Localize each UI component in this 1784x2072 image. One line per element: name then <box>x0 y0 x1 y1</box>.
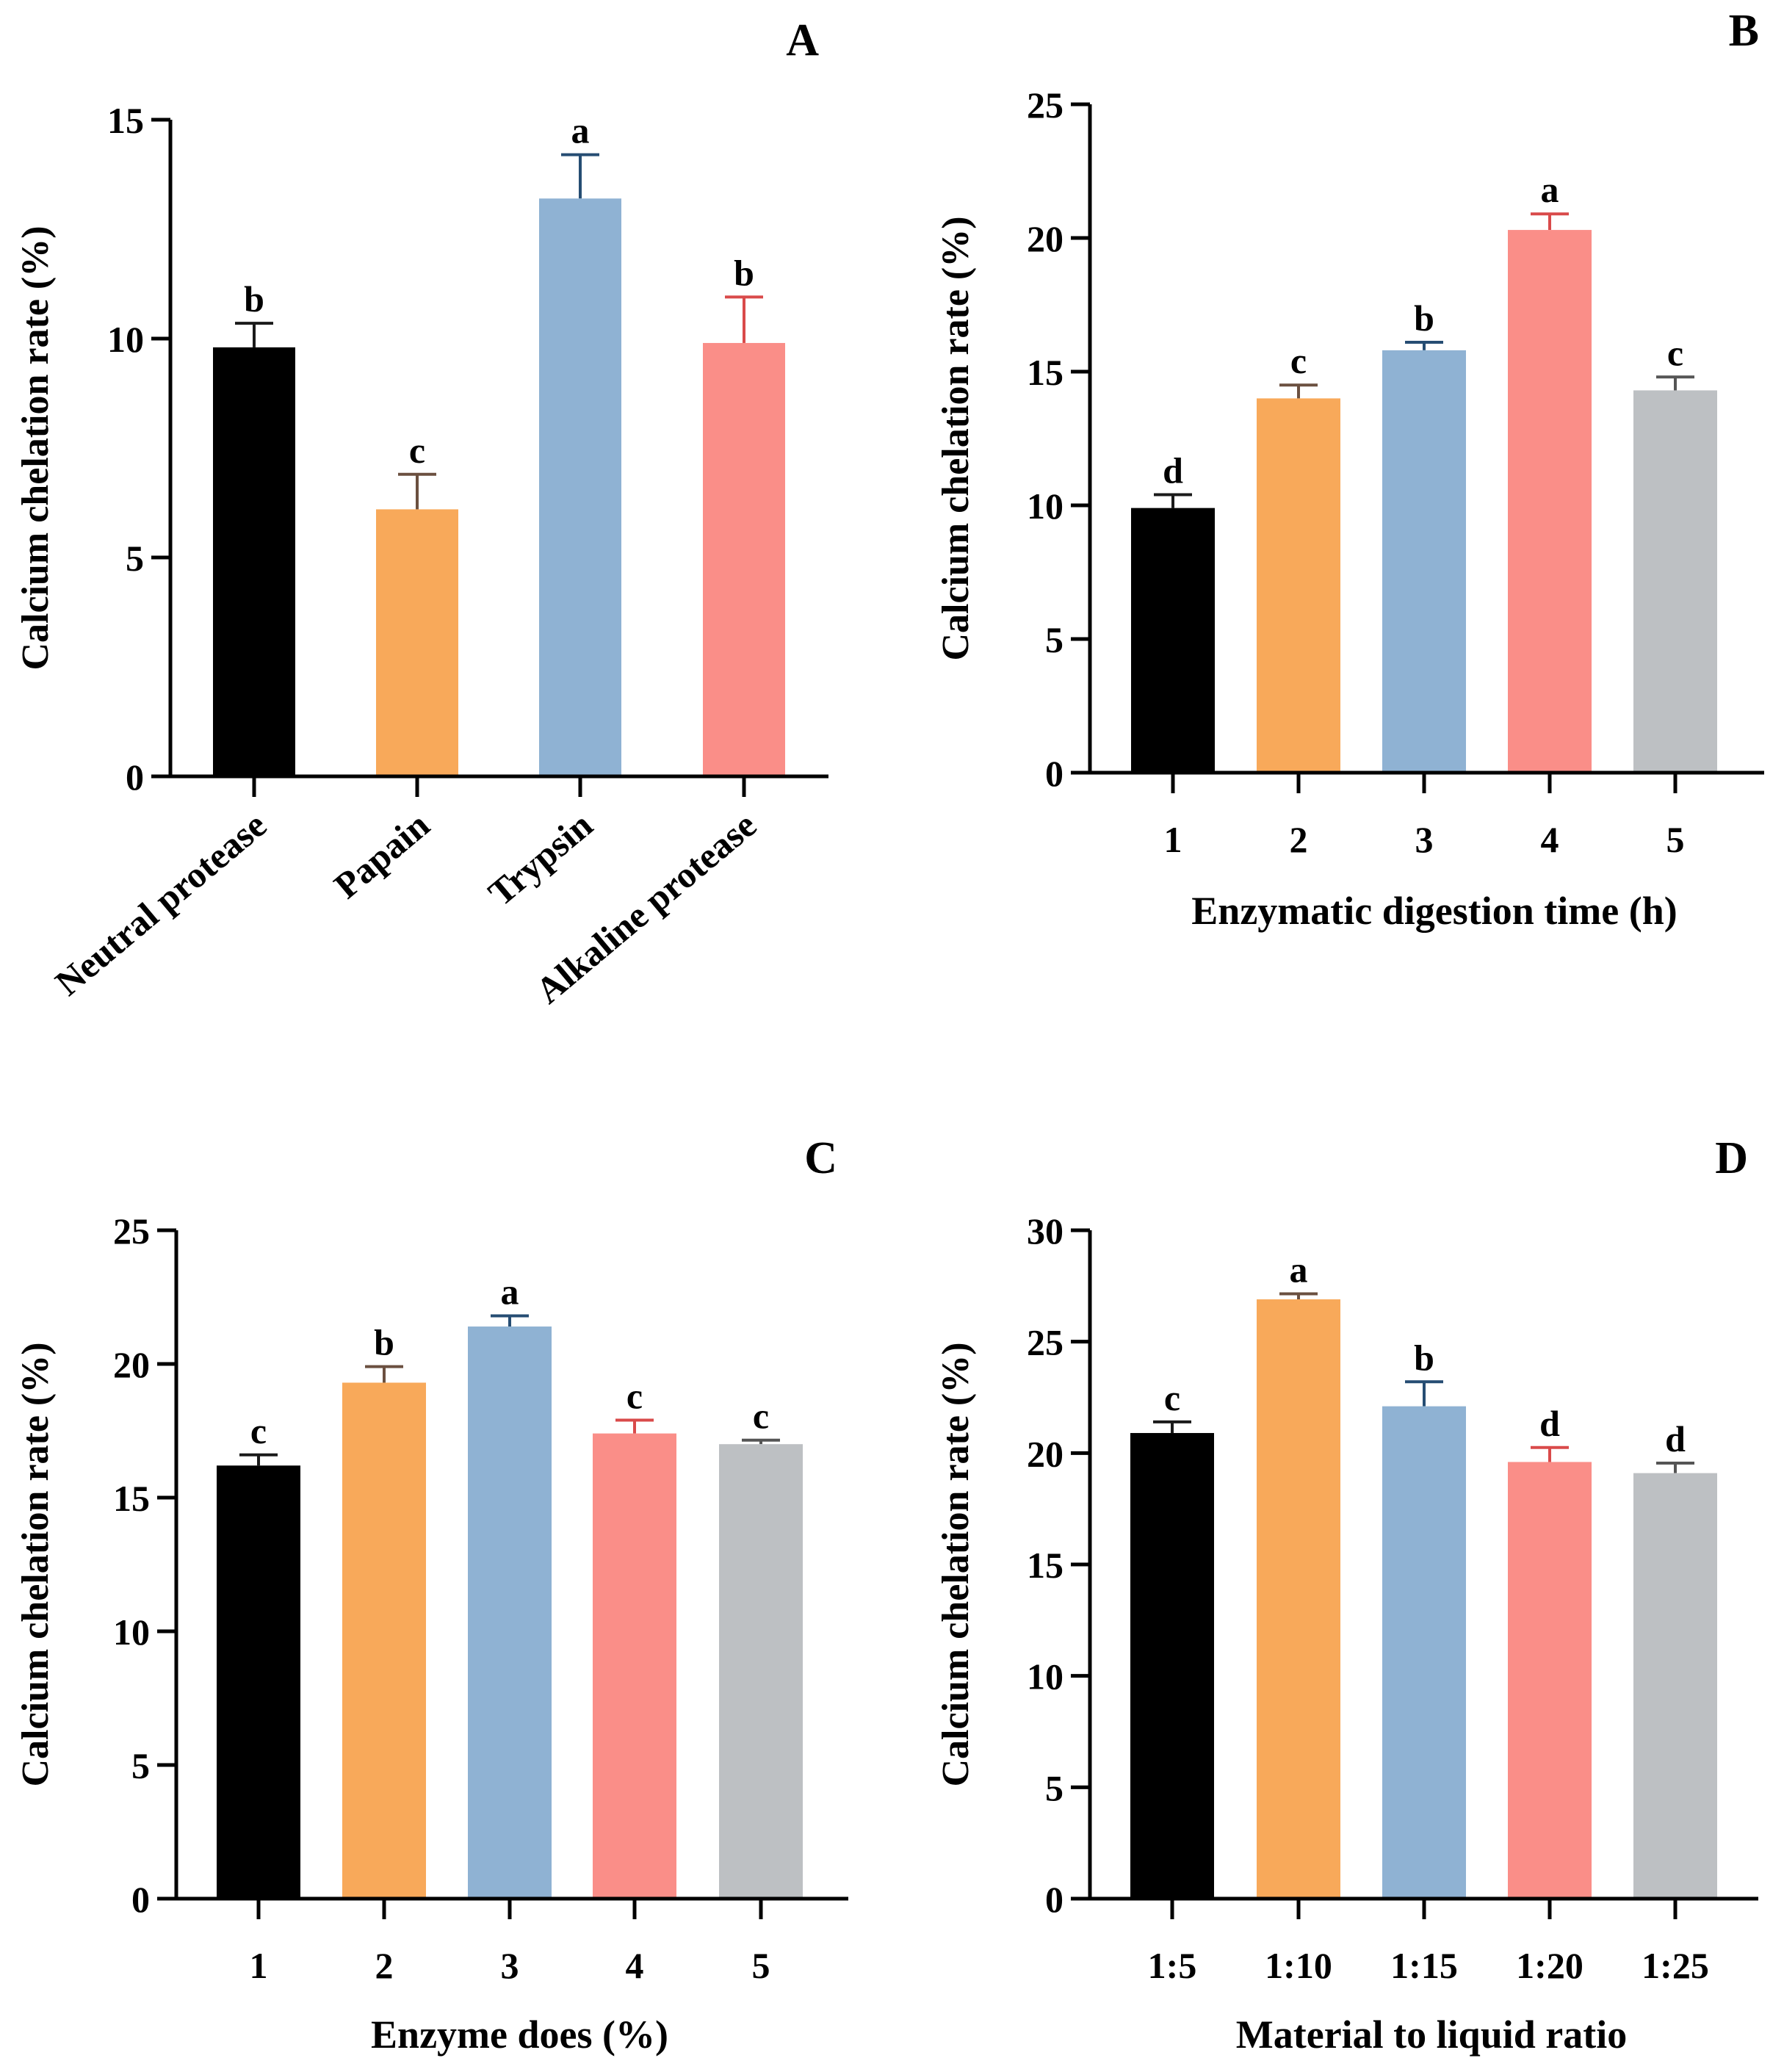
x-tick-label: Neutral protease <box>47 804 274 1004</box>
significance-label: a <box>1541 169 1559 210</box>
panel-letter: B <box>1729 6 1759 56</box>
x-tick-label: 3 <box>501 1945 519 1986</box>
bar <box>1130 1433 1214 1899</box>
bar <box>217 1465 300 1899</box>
significance-label: b <box>244 278 264 320</box>
significance-label: c <box>250 1410 267 1451</box>
x-axis-label: Material to liquid ratio <box>1236 2013 1627 2057</box>
y-axis-label: Calcium chelation rate (%) <box>935 1342 977 1786</box>
bar <box>1508 1462 1592 1899</box>
x-tick-label: Papain <box>326 804 437 906</box>
y-tick-label: 15 <box>1027 1545 1063 1586</box>
y-axis-label: Calcium chelation rate (%) <box>15 1342 57 1786</box>
x-axis-label: Enzyme does (%) <box>371 2013 668 2057</box>
y-axis-label: Calcium chelation rate (%) <box>935 216 977 660</box>
bar <box>376 509 458 776</box>
bar <box>1382 1406 1466 1899</box>
x-tick-label: 5 <box>752 1945 770 1986</box>
significance-label: a <box>1290 1249 1308 1290</box>
x-tick-label: 1:10 <box>1265 1945 1332 1986</box>
x-tick-label: 1 <box>250 1945 268 1986</box>
y-tick-label: 10 <box>1027 485 1063 527</box>
bar <box>593 1433 676 1899</box>
significance-label: b <box>1414 1337 1434 1378</box>
panel-letter: A <box>786 15 819 65</box>
y-tick-label: 0 <box>126 757 144 798</box>
significance-label: c <box>1290 340 1307 381</box>
bar <box>703 342 785 777</box>
y-axis-label: Calcium chelation rate (%) <box>15 225 57 670</box>
bar <box>539 198 621 776</box>
panel-letter: C <box>804 1133 837 1183</box>
x-tick-label: 1 <box>1164 819 1182 860</box>
x-tick-label: 1:5 <box>1148 1945 1197 1986</box>
x-tick-label: 1:15 <box>1390 1945 1458 1986</box>
significance-label: a <box>571 110 590 151</box>
y-tick-label: 20 <box>113 1344 150 1385</box>
x-tick-label: 4 <box>626 1945 644 1986</box>
x-tick-label: Trypsin <box>480 804 600 914</box>
y-tick-label: 10 <box>107 319 144 360</box>
significance-label: b <box>374 1322 394 1363</box>
significance-label: d <box>1539 1403 1560 1444</box>
x-tick-label: 2 <box>1290 819 1308 860</box>
y-tick-label: 15 <box>107 100 144 141</box>
panel-c: Cc b a c c 0 5 10 15 20 25 1 2 3 4 5 Calcium chelation r… <box>15 1133 848 2057</box>
panel-d: Dc a b d d 0 5 10 15 20 25 30 1:5 1:10 1:15 1:20 1:25 Cal… <box>935 1133 1758 2057</box>
bar <box>213 347 295 776</box>
significance-label: c <box>409 430 425 471</box>
significance-label: c <box>1164 1377 1180 1418</box>
bar <box>1257 398 1340 773</box>
bar <box>719 1444 803 1899</box>
y-tick-label: 25 <box>1027 84 1063 126</box>
significance-label: c <box>753 1396 769 1437</box>
x-tick-label: 2 <box>375 1945 394 1986</box>
y-tick-label: 20 <box>1027 1433 1063 1474</box>
significance-label: d <box>1163 450 1183 491</box>
x-tick-label: 1:25 <box>1642 1945 1709 1986</box>
x-tick-label: 4 <box>1541 819 1559 860</box>
x-tick-label: 3 <box>1415 819 1434 860</box>
bar <box>1257 1299 1340 1899</box>
y-tick-label: 5 <box>1045 619 1063 660</box>
y-tick-label: 5 <box>1045 1767 1063 1808</box>
bar <box>342 1382 426 1899</box>
y-tick-label: 0 <box>1045 753 1063 794</box>
significance-label: d <box>1665 1418 1686 1459</box>
bar <box>1633 390 1717 773</box>
y-tick-label: 10 <box>1027 1656 1063 1697</box>
significance-label: a <box>501 1271 519 1312</box>
y-tick-label: 30 <box>1027 1210 1063 1252</box>
panel-a: Ab c a b 0 5 10 15 Neutral protease Papain Trypsin… <box>15 15 828 1011</box>
panel-b: Bd c b a c 0 5 10 15 20 25 1 2 3 4 5 Calcium chelation r… <box>935 6 1764 933</box>
y-tick-label: 25 <box>1027 1322 1063 1363</box>
y-tick-label: 0 <box>131 1879 150 1920</box>
bar <box>1508 230 1592 773</box>
y-tick-label: 5 <box>131 1745 150 1786</box>
x-tick-label: 5 <box>1666 819 1685 860</box>
significance-label: b <box>1414 297 1434 339</box>
significance-label: b <box>734 252 754 293</box>
y-tick-label: 5 <box>126 538 144 579</box>
y-tick-label: 15 <box>1027 352 1063 393</box>
panel-letter: D <box>1715 1133 1748 1183</box>
significance-label: c <box>1667 332 1683 373</box>
y-tick-label: 15 <box>113 1478 150 1519</box>
x-axis-label: Enzymatic digestion time (h) <box>1191 889 1677 933</box>
y-tick-label: 0 <box>1045 1879 1063 1920</box>
significance-label: c <box>626 1375 643 1416</box>
y-tick-label: 10 <box>113 1611 150 1653</box>
bar <box>1382 350 1466 773</box>
bar <box>1633 1473 1717 1899</box>
x-tick-label: 1:20 <box>1516 1945 1583 1986</box>
bar <box>1131 508 1215 773</box>
y-tick-label: 20 <box>1027 218 1063 259</box>
y-tick-label: 25 <box>113 1210 150 1252</box>
bar <box>468 1326 552 1899</box>
